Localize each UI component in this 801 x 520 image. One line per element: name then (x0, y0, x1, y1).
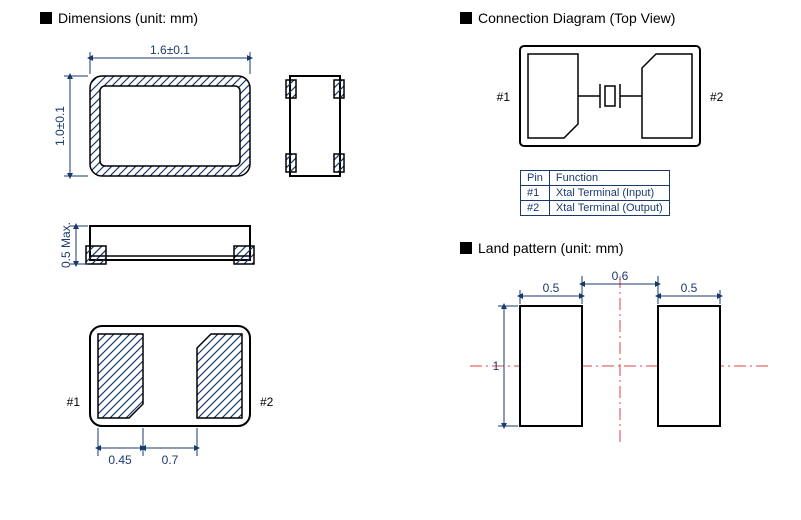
land-h: 1 (493, 359, 500, 373)
connection-title: Connection Diagram (Top View) (460, 10, 780, 26)
land-drawing: 0.5 0.6 0.5 1 (460, 256, 780, 456)
dim-left: 1.0±0.1 (53, 106, 67, 146)
pin-r1c2: Xtal Terminal (Input) (549, 186, 669, 201)
connection-drawing: #1 #2 (460, 26, 780, 156)
dimensions-title: Dimensions (unit: mm) (40, 10, 400, 26)
pin-th2: Function (549, 171, 669, 186)
land-w1: 0.5 (543, 281, 560, 295)
dim-padw: 0.45 (108, 453, 132, 467)
dim-height: 0.5 Max. (59, 222, 73, 268)
pin-function-table: Pin Function #1 Xtal Terminal (Input) #2… (520, 170, 670, 216)
land-gap: 0.6 (612, 269, 629, 283)
dimensions-drawing: 1.6±0.1 1.0±0.1 0.5 Max. (40, 26, 400, 496)
pin-r1c1: #1 (521, 186, 550, 201)
bottom-pin2: #2 (260, 395, 274, 409)
pin-r2c1: #2 (521, 201, 550, 216)
conn-pin1: #1 (497, 90, 511, 104)
dim-padgap: 0.7 (162, 453, 179, 467)
conn-pin2: #2 (710, 90, 724, 104)
bottom-pin1: #1 (67, 395, 81, 409)
pin-th1: Pin (521, 171, 550, 186)
pin-r2c2: Xtal Terminal (Output) (549, 201, 669, 216)
land-w2: 0.5 (681, 281, 698, 295)
land-title: Land pattern (unit: mm) (460, 240, 780, 256)
dim-top: 1.6±0.1 (150, 43, 190, 57)
